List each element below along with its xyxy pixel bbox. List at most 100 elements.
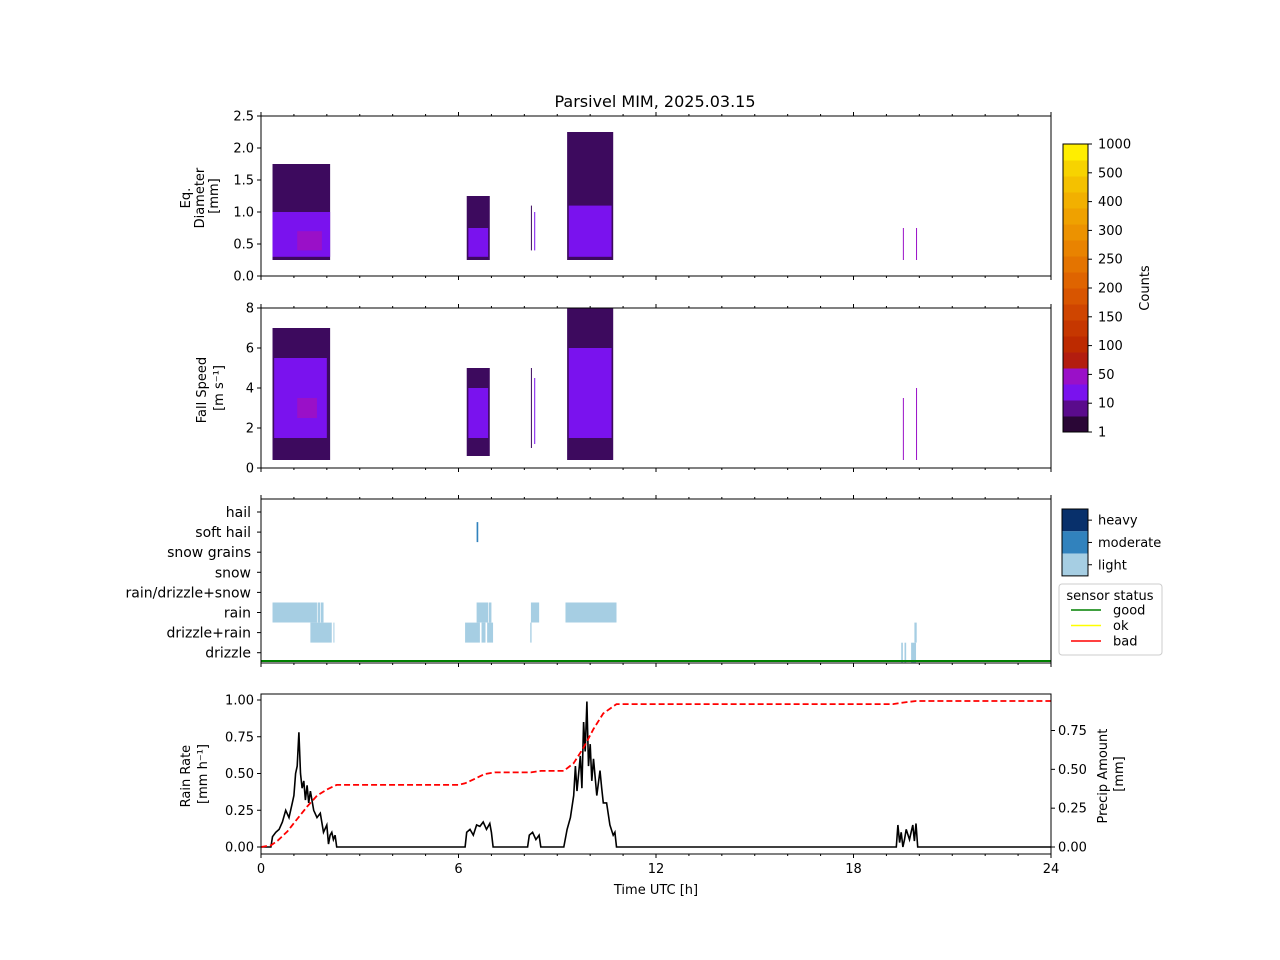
colorbar-swatch-15 [1063,176,1088,193]
diameter-ytick-label-1: 0.5 [233,238,254,253]
intensity-label-light: light [1098,558,1127,573]
colorbar-swatch-13 [1063,208,1088,225]
colorbar-swatch-12 [1063,224,1088,241]
diameter-ytick-label-3: 1.5 [233,174,254,189]
ptype-segment-8 [481,622,486,643]
diameter-ylabel: Eq. Diameter [mm] [179,164,222,229]
colorbar-swatch-6 [1063,320,1088,337]
colorbar-tick-label-1: 10 [1098,397,1115,412]
intensity-swatch-heavy [1062,509,1088,532]
diameter-cell-10 [916,228,918,260]
diameter-ylabel-line-1: Eq. [179,188,194,209]
colorbar-tick-label-6: 250 [1098,253,1123,268]
status-legend-label-good: good [1113,604,1145,619]
colorbar-tick-label-10: 1000 [1098,138,1131,153]
ptype-segment-12 [530,622,532,643]
fallspeed-ytick-label-2: 4 [246,382,254,397]
precip-ylabel-line-1: Precip Amount [1096,729,1111,824]
intensity-legend-frame [1061,508,1089,577]
diameter-cell-2 [297,231,322,251]
diameter-cell-8 [568,205,612,257]
colorbar-swatch-2 [1063,384,1088,401]
status-legend-label-ok: ok [1113,619,1129,634]
colorbar-swatch-7 [1063,304,1088,321]
ptype-panel: hail soft hail snow grains snow rain/drizzle… [126,495,1052,667]
ptype-category-label-3: snow [215,565,251,581]
ptype-segment-7 [465,622,480,643]
diameter-cell-9 [902,228,904,260]
colorbar-swatch-8 [1063,288,1088,305]
diameter-ytick-label-2: 1.0 [233,206,254,221]
fallspeed-cell-8 [568,348,612,438]
ptype-segment-2 [320,602,324,623]
ptype-segment-5 [476,602,489,623]
ptype-segment-1 [317,602,321,623]
colorbar-tick-label-8: 400 [1098,195,1123,210]
ptype-segment-3 [310,622,332,643]
rainrate-ytick-label-4: 1.00 [225,694,254,709]
ptype-segment-9 [487,622,494,643]
rain-rate-line [261,701,1051,848]
colorbar-swatch-3 [1063,368,1088,385]
precip-ylabel: Precip Amount [mm] [1096,724,1127,823]
x-axis-label: Time UTC [h] [613,883,698,898]
precip-ylabel-line-2: [mm] [1112,756,1127,791]
chart-title: Parsivel MIM, 2025.03.15 [554,92,755,111]
ptype-category-label-4: rain/drizzle+snow [126,585,251,601]
ptype-segment-0 [272,602,317,623]
fallspeed-ytick-label-1: 2 [246,422,254,437]
diameter-cell-5 [530,205,532,251]
diameter-ylabel-line-3: [mm] [207,178,222,213]
colorbar-swatch-10 [1063,256,1088,273]
rainrate-ytick-label-2: 0.50 [225,767,254,782]
colorbar-swatch-1 [1063,400,1088,417]
intensity-swatch-light [1062,553,1088,576]
colorbar-swatch-0 [1063,416,1088,433]
status-legend-box [1058,583,1163,656]
rainrate-ylabel-line-2: [mm h⁻¹] [196,744,211,804]
diameter-ytick-label-4: 2.0 [233,142,254,157]
rainrate-ylabel: Rain Rate [mm h⁻¹] [179,741,211,808]
ptype-segment-6 [488,602,492,623]
precip-amount-line [260,700,1051,848]
ptype-segment-4 [333,622,335,643]
diameter-heatmap [272,132,918,260]
ptype-segment-10 [476,522,479,543]
ptype-marks [261,522,1051,663]
colorbar-tick-label-0: 1 [1098,426,1106,441]
x-tick-label-1: 6 [454,862,462,877]
colorbar-swatch-14 [1063,192,1088,209]
fallspeed-heatmap [272,308,918,460]
rainrate-ytick-label-0: 0.00 [225,841,254,856]
colorbar-tick-label-3: 100 [1098,339,1123,354]
fallspeed-cell-5 [530,368,532,448]
x-tick-label-0: 0 [257,862,265,877]
colorbar-swatch-4 [1063,352,1088,369]
ptype-segment-16 [911,642,917,663]
ptype-category-label-1: soft hail [195,525,251,541]
fallspeed-ytick-label-3: 6 [246,342,254,357]
counts-colorbar: 1 10 50 100 150 200 250 300 400 500 1000 [1062,138,1131,441]
diameter-cell-4 [468,228,489,257]
fallspeed-cell-2 [297,398,317,418]
colorbar-tick-label-7: 300 [1098,224,1123,239]
rainrate-ytick-label-1: 0.25 [225,804,254,819]
intensity-legend: heavy moderate light [1061,508,1161,577]
diameter-cell-6 [534,212,536,251]
precip-ytick-label-2: 0.50 [1058,763,1087,778]
rainrate-lines [260,700,1051,848]
diameter-panel: 0.0 0.5 1.0 1.5 2.0 2.5 Eq. Diameter [mm] [179,110,1052,285]
colorbar-tick-label-2: 50 [1098,368,1115,383]
x-tick-label-2: 12 [648,862,665,877]
diameter-ylabel-line-2: Diameter [193,167,208,228]
colorbar-tick-label-5: 200 [1098,282,1123,297]
colorbar-tick-label-9: 500 [1098,166,1123,181]
rainrate-ylabel-line-1: Rain Rate [179,745,194,808]
status-legend-label-bad: bad [1113,635,1137,650]
colorbar-label: Counts [1138,265,1153,311]
colorbar-swatch-9 [1063,272,1088,289]
ptype-category-label-7: drizzle [205,646,251,662]
precip-ytick-label-0: 0.00 [1058,841,1087,856]
